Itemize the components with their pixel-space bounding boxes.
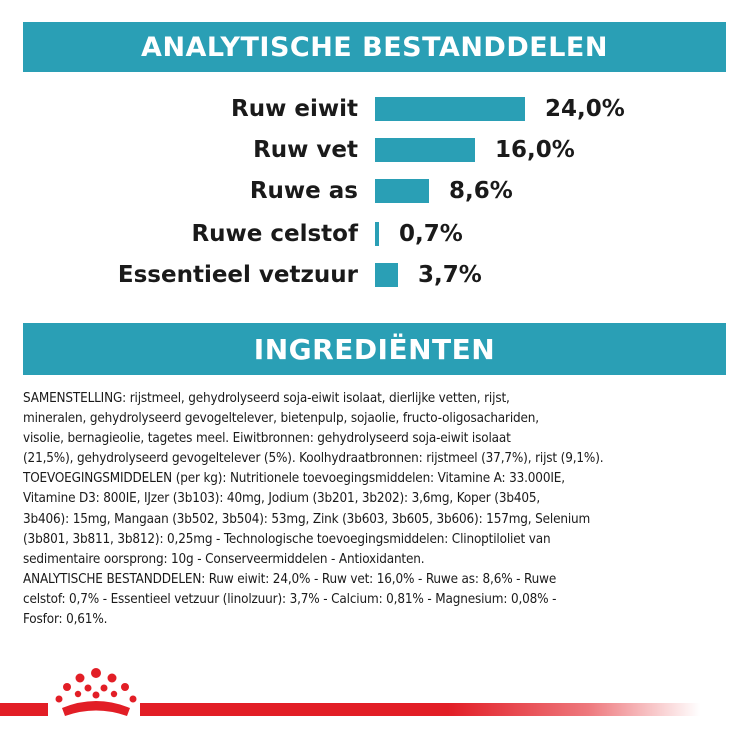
nutrient-value: 24,0% xyxy=(545,96,625,122)
ingredients-line: Fosfor: 0,61%. xyxy=(23,612,108,628)
analytical-constituents-banner: ANALYTISCHE BESTANDDELEN xyxy=(23,22,726,72)
ingredients-line: TOEVOEGINGSMIDDELEN (per kg): Nutritione… xyxy=(23,471,565,487)
footer-red-line xyxy=(140,703,700,716)
nutrient-value: 8,6% xyxy=(449,178,513,204)
ingredients-text: SAMENSTELLING: rijstmeel, gehydrolyseerd… xyxy=(23,389,728,630)
nutrient-bar xyxy=(375,97,525,121)
ingredients-line: visolie, bernagieolie, tagetes meel. Eiw… xyxy=(23,431,511,447)
ingredients-line: (3b801, 3b811, 3b812): 0,25mg - Technolo… xyxy=(23,531,551,547)
ingredients-line: ANALYTISCHE BESTANDDELEN: Ruw eiwit: 24,… xyxy=(23,571,557,587)
ingredients-line: sedimentaire oorsprong: 10g - Conserveer… xyxy=(23,551,425,567)
nutrient-label: Essentieel vetzuur xyxy=(117,262,358,288)
nutrient-label: Ruwe as xyxy=(249,178,358,204)
ingredients-line: celstof: 0,7% - Essentieel vetzuur (lino… xyxy=(23,591,557,607)
ingredients-line: Vitamine D3: 800IE, IJzer (3b103): 40mg,… xyxy=(23,491,541,507)
ingredients-title: INGREDIËNTEN xyxy=(253,332,496,366)
nutrient-bar xyxy=(375,138,475,162)
nutrient-label: Ruwe celstof xyxy=(191,221,358,247)
ingredients-line: mineralen, gehydrolyseerd gevogeltelever… xyxy=(23,411,539,427)
nutrient-row: Ruw vet 16,0% xyxy=(0,135,750,165)
nutrient-row: Ruwe as 8,6% xyxy=(0,176,750,206)
nutrient-row: Ruw eiwit 24,0% xyxy=(0,94,750,124)
nutrient-bar xyxy=(375,222,379,246)
nutrient-label: Ruw vet xyxy=(253,137,358,163)
ingredients-line: SAMENSTELLING: rijstmeel, gehydrolyseerd… xyxy=(23,391,510,406)
nutrient-bar xyxy=(375,263,398,287)
nutrient-value: 3,7% xyxy=(418,262,482,288)
nutrient-row: Ruwe celstof 0,7% xyxy=(0,219,750,249)
nutrient-value: 0,7% xyxy=(399,221,463,247)
nutrient-value: 16,0% xyxy=(495,137,575,163)
royal-canin-crown-icon xyxy=(52,664,140,726)
ingredients-line: 3b406): 15mg, Mangaan (3b502, 3b504): 53… xyxy=(23,511,591,527)
analytical-constituents-title: ANALYTISCHE BESTANDDELEN xyxy=(141,31,608,63)
nutrient-row: Essentieel vetzuur 3,7% xyxy=(0,260,750,290)
footer-red-line-left xyxy=(0,703,48,716)
ingredients-banner: INGREDIËNTEN xyxy=(23,323,726,375)
nutrient-label: Ruw eiwit xyxy=(231,96,358,122)
nutrient-bar xyxy=(375,179,429,203)
ingredients-line: (21,5%), gehydrolyseerd gevogeltelever (… xyxy=(23,451,604,467)
